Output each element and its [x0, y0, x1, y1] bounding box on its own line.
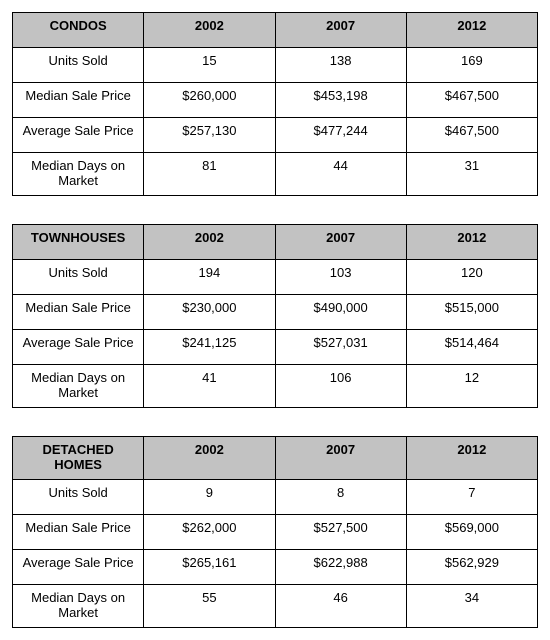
table-row: Average Sale Price$257,130$477,244$467,5…: [13, 118, 538, 153]
table-header-row: CONDOS200220072012: [13, 13, 538, 48]
row-label: Average Sale Price: [13, 549, 144, 584]
year-header: 2007: [275, 224, 406, 259]
year-header: 2007: [275, 436, 406, 479]
cell-value: $514,464: [406, 329, 537, 364]
cell-value: $527,500: [275, 514, 406, 549]
year-header: 2007: [275, 13, 406, 48]
cell-value: $527,031: [275, 329, 406, 364]
data-table: CONDOS200220072012Units Sold15138169Medi…: [12, 12, 538, 196]
cell-value: $257,130: [144, 118, 275, 153]
year-header: 2002: [144, 224, 275, 259]
table-row: Average Sale Price$241,125$527,031$514,4…: [13, 329, 538, 364]
row-label: Median Days on Market: [13, 153, 144, 196]
cell-value: 106: [275, 364, 406, 407]
cell-value: $230,000: [144, 294, 275, 329]
cell-value: $562,929: [406, 549, 537, 584]
cell-value: $477,244: [275, 118, 406, 153]
data-table: TOWNHOUSES200220072012Units Sold19410312…: [12, 224, 538, 408]
cell-value: 9: [144, 479, 275, 514]
cell-value: 41: [144, 364, 275, 407]
cell-value: $241,125: [144, 329, 275, 364]
cell-value: $453,198: [275, 83, 406, 118]
table-row: Units Sold987: [13, 479, 538, 514]
table-title: DETACHED HOMES: [13, 436, 144, 479]
row-label: Average Sale Price: [13, 329, 144, 364]
data-table: DETACHED HOMES200220072012Units Sold987M…: [12, 436, 538, 628]
cell-value: 194: [144, 259, 275, 294]
cell-value: $260,000: [144, 83, 275, 118]
row-label: Units Sold: [13, 48, 144, 83]
row-label: Average Sale Price: [13, 118, 144, 153]
year-header: 2002: [144, 13, 275, 48]
cell-value: $467,500: [406, 83, 537, 118]
cell-value: 44: [275, 153, 406, 196]
row-label: Median Days on Market: [13, 584, 144, 627]
cell-value: 81: [144, 153, 275, 196]
row-label: Median Sale Price: [13, 514, 144, 549]
year-header: 2012: [406, 224, 537, 259]
cell-value: 103: [275, 259, 406, 294]
year-header: 2002: [144, 436, 275, 479]
table-row: Median Days on Market4110612: [13, 364, 538, 407]
table-title: TOWNHOUSES: [13, 224, 144, 259]
row-label: Median Sale Price: [13, 294, 144, 329]
cell-value: $622,988: [275, 549, 406, 584]
cell-value: 34: [406, 584, 537, 627]
cell-value: 8: [275, 479, 406, 514]
cell-value: $265,161: [144, 549, 275, 584]
table-row: Median Days on Market814431: [13, 153, 538, 196]
cell-value: 55: [144, 584, 275, 627]
cell-value: 169: [406, 48, 537, 83]
cell-value: 120: [406, 259, 537, 294]
table-row: Median Days on Market554634: [13, 584, 538, 627]
cell-value: 46: [275, 584, 406, 627]
row-label: Units Sold: [13, 259, 144, 294]
cell-value: 15: [144, 48, 275, 83]
cell-value: 7: [406, 479, 537, 514]
row-label: Median Sale Price: [13, 83, 144, 118]
table-row: Median Sale Price$230,000$490,000$515,00…: [13, 294, 538, 329]
year-header: 2012: [406, 436, 537, 479]
cell-value: 31: [406, 153, 537, 196]
cell-value: $262,000: [144, 514, 275, 549]
table-header-row: DETACHED HOMES200220072012: [13, 436, 538, 479]
cell-value: $515,000: [406, 294, 537, 329]
tables-container: CONDOS200220072012Units Sold15138169Medi…: [12, 12, 538, 628]
year-header: 2012: [406, 13, 537, 48]
table-row: Units Sold194103120: [13, 259, 538, 294]
cell-value: $569,000: [406, 514, 537, 549]
table-title: CONDOS: [13, 13, 144, 48]
table-header-row: TOWNHOUSES200220072012: [13, 224, 538, 259]
cell-value: 138: [275, 48, 406, 83]
cell-value: 12: [406, 364, 537, 407]
row-label: Units Sold: [13, 479, 144, 514]
cell-value: $467,500: [406, 118, 537, 153]
cell-value: $490,000: [275, 294, 406, 329]
table-row: Median Sale Price$262,000$527,500$569,00…: [13, 514, 538, 549]
table-row: Median Sale Price$260,000$453,198$467,50…: [13, 83, 538, 118]
table-row: Units Sold15138169: [13, 48, 538, 83]
row-label: Median Days on Market: [13, 364, 144, 407]
table-row: Average Sale Price$265,161$622,988$562,9…: [13, 549, 538, 584]
